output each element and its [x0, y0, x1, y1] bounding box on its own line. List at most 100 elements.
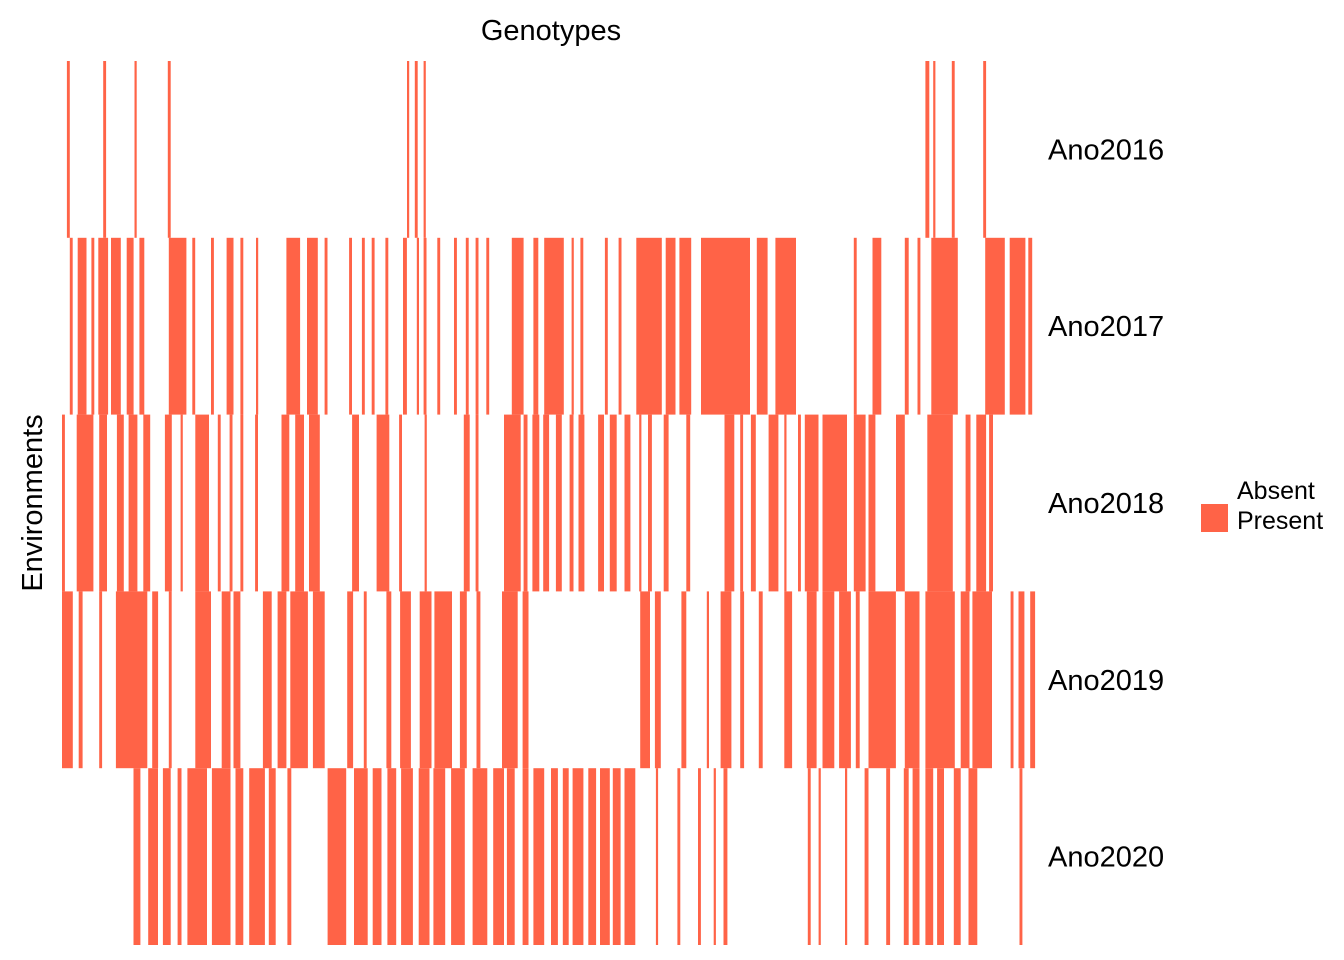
legend-key-present — [1201, 504, 1228, 532]
heatmap-cell-present — [818, 768, 821, 945]
heatmap-cell-present — [240, 414, 244, 592]
heatmap-cell-present — [600, 768, 610, 945]
heatmap-cell-present — [853, 414, 866, 592]
heatmap-cell-present — [578, 414, 585, 592]
heatmap-cell-present — [168, 591, 172, 769]
heatmap-cell-present — [917, 237, 921, 415]
heatmap-cell-present — [472, 768, 488, 945]
heatmap-cell-present — [756, 237, 768, 415]
heatmap-cell-present — [1010, 591, 1014, 769]
heatmap-cell-present — [604, 237, 608, 415]
heatmap-cell-present — [686, 414, 691, 592]
heatmap-cell-present — [281, 414, 290, 592]
heatmap-cell-present — [544, 237, 564, 415]
heatmap-cell-present — [523, 414, 528, 592]
heatmap-cell-present — [598, 414, 604, 592]
heatmap-cell-present — [211, 237, 214, 415]
heatmap-cell-present — [511, 237, 524, 415]
heatmap-cell-present — [839, 591, 851, 769]
heatmap-cell-present — [287, 768, 292, 945]
heatmap-cell-present — [167, 61, 171, 238]
heatmap-cell-present — [363, 591, 367, 769]
heatmap-cell-present — [806, 591, 817, 769]
heatmap-cell-present — [580, 237, 584, 415]
heatmap-cell-present — [255, 414, 258, 592]
heatmap-cell-present — [400, 591, 411, 769]
heatmap-cell-present — [532, 414, 540, 592]
heatmap-cell-present — [399, 414, 402, 592]
heatmap-cell-present — [724, 414, 735, 592]
heatmap-cell-present — [286, 237, 301, 415]
heatmap-cell-present — [98, 237, 109, 415]
heatmap-cell-present — [371, 237, 375, 415]
heatmap-cell-present — [555, 414, 562, 592]
heatmap-cell-present — [177, 768, 182, 945]
heatmap-cell-present — [221, 591, 231, 769]
heatmap-cell-present — [419, 591, 432, 769]
heatmap-cell-present — [903, 768, 909, 945]
heatmap-cell-present — [822, 591, 835, 769]
heatmap-cell-present — [235, 768, 244, 945]
row-label: Ano2020 — [1048, 842, 1164, 874]
heatmap-cell-present — [983, 61, 987, 238]
row-label: Ano2018 — [1048, 488, 1164, 520]
heatmap-cell-present — [740, 591, 745, 769]
heatmap-cell-present — [654, 591, 661, 769]
heatmap-cell-present — [454, 237, 457, 415]
heatmap-cell-present — [723, 768, 728, 945]
heatmap-row-ano2019 — [62, 591, 1036, 769]
heatmap-cell-present — [976, 414, 987, 592]
heatmap-cell-present — [414, 61, 418, 238]
heatmap-cell-present — [636, 237, 662, 415]
heatmap-cell-present — [347, 591, 354, 769]
legend-label-absent: Absent — [1237, 477, 1315, 505]
heatmap-cell-present — [361, 237, 365, 415]
heatmap-cell-present — [463, 414, 470, 592]
heatmap-cell-present — [609, 414, 617, 592]
heatmap-cell-present — [904, 591, 920, 769]
heatmap-cell-present — [486, 237, 490, 415]
heatmap-cell-present — [904, 237, 909, 415]
heatmap-cell-present — [1028, 237, 1033, 415]
heatmap-cell-present — [126, 237, 134, 415]
heatmap-cell-present — [618, 237, 622, 415]
heatmap-cell-present — [740, 414, 744, 592]
heatmap-cell-present — [798, 414, 801, 592]
heatmap-cell-present — [354, 768, 368, 945]
heatmap-cell-present — [701, 237, 750, 415]
heatmap-cell-present — [896, 414, 905, 592]
heatmap-cell-present — [226, 237, 234, 415]
legend-label-present: Present — [1237, 507, 1323, 535]
heatmap-cells — [62, 61, 1036, 945]
heatmap-cell-present — [401, 768, 413, 945]
heatmap-cell-present — [543, 414, 550, 592]
y-axis-title: Environments — [17, 414, 49, 591]
heatmap-cell-present — [648, 414, 652, 592]
heatmap-cell-present — [886, 768, 891, 945]
heatmap-cell-present — [551, 768, 558, 945]
heatmap-cell-present — [533, 237, 539, 415]
heatmap-cell-present — [349, 237, 352, 415]
heatmap-cell-present — [853, 237, 857, 415]
heatmap-cell-present — [229, 414, 233, 592]
heatmap-cell-present — [845, 768, 848, 945]
heatmap-row-ano2018 — [62, 414, 993, 592]
heatmap-cell-present — [76, 414, 94, 592]
heatmap-cell-present — [504, 414, 521, 592]
heatmap-cell-present — [868, 414, 876, 592]
row-label: Ano2019 — [1048, 665, 1164, 697]
heatmap-cell-present — [418, 768, 430, 945]
heatmap-cell-present — [1019, 768, 1023, 945]
heatmap-cell-present — [864, 768, 869, 945]
heatmap-cell-present — [698, 768, 701, 945]
heatmap-cell-present — [133, 768, 141, 945]
heatmap-cell-present — [416, 237, 419, 415]
heatmap-cell-present — [115, 591, 148, 769]
heatmap-cell-present — [77, 237, 87, 415]
x-axis-title: Genotypes — [481, 15, 621, 47]
heatmap-cell-present — [588, 768, 597, 945]
heatmap-cell-present — [66, 61, 70, 238]
heatmap-cell-present — [211, 768, 231, 945]
heatmap-cell-present — [192, 237, 196, 415]
heatmap-cell-present — [925, 61, 930, 238]
